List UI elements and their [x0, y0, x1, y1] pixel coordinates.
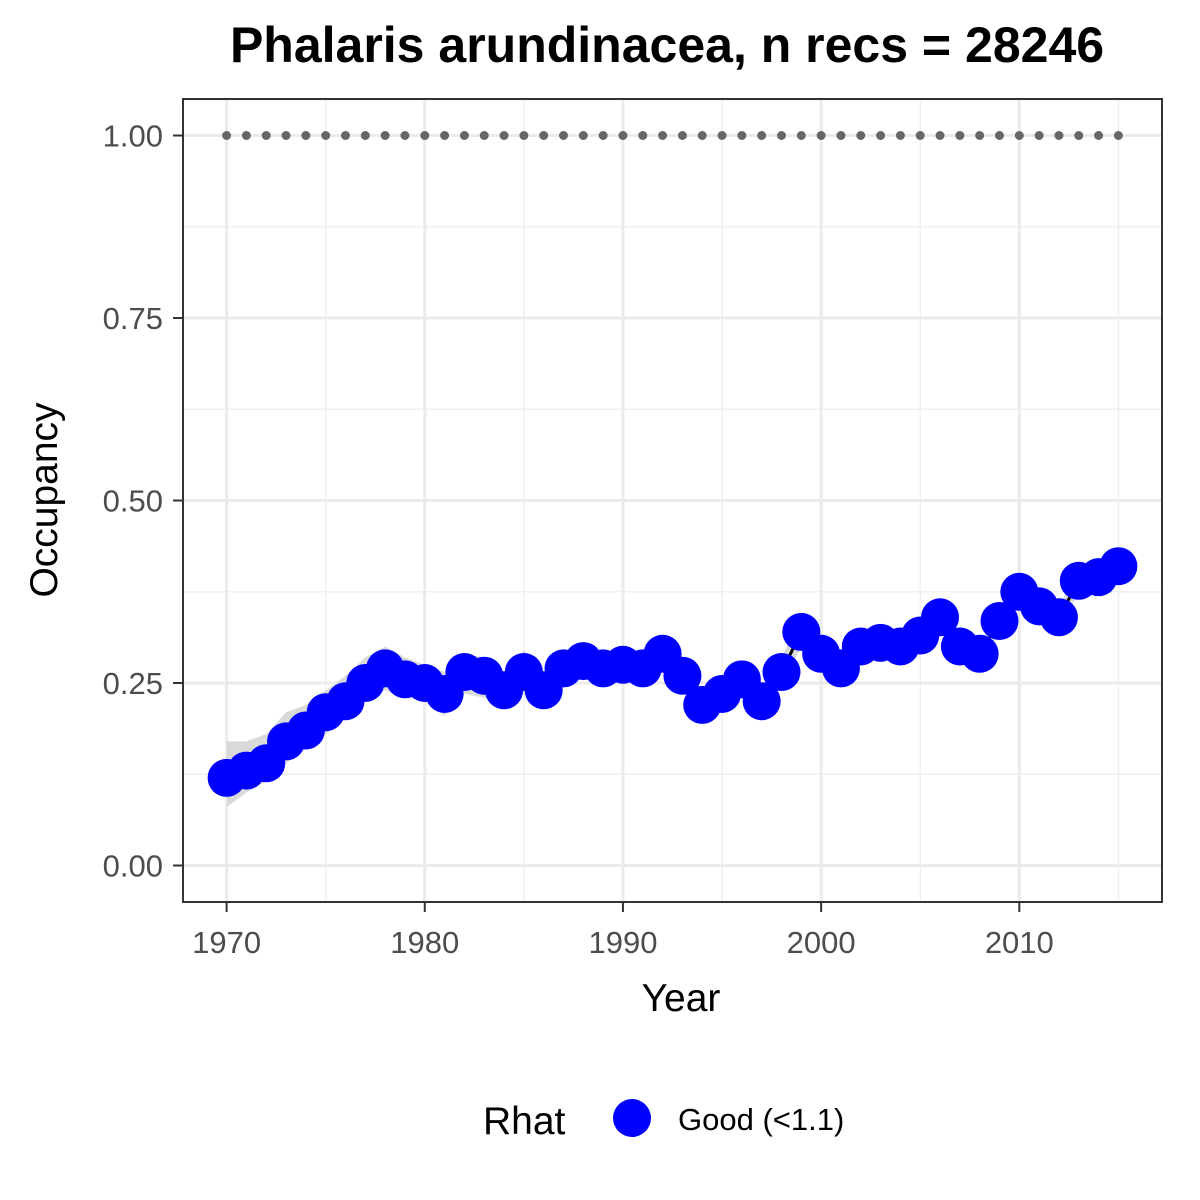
reference-line-dot [856, 131, 866, 140]
reference-line-dot [539, 131, 549, 140]
reference-line-dot [321, 131, 331, 140]
reference-line-dot [717, 131, 727, 140]
reference-line-dot [677, 131, 687, 140]
reference-line-dot [400, 131, 410, 140]
y-tick-label: 0.25 [103, 666, 163, 701]
reference-line-dot [578, 131, 588, 140]
reference-line-dot [915, 131, 925, 140]
reference-line-dot [222, 131, 232, 140]
reference-line-dot [1054, 131, 1064, 140]
legend-key-good [613, 1099, 651, 1137]
data-point [921, 598, 960, 637]
legend: Rhat Good (<1.1) [483, 1099, 844, 1143]
y-tick-label: 0.75 [103, 301, 163, 336]
data-point [960, 634, 999, 673]
data-point [762, 653, 801, 692]
reference-line-dot [757, 131, 767, 140]
reference-line-dot [994, 131, 1004, 140]
data-point [980, 601, 1019, 640]
reference-line-dot [816, 131, 826, 140]
reference-line-dot [737, 131, 747, 140]
y-tick-label: 1.00 [103, 119, 163, 154]
reference-line-dot [360, 131, 370, 140]
reference-line-dot [459, 131, 469, 140]
y-tick-label: 0.00 [103, 849, 163, 884]
reference-line-dot [519, 131, 529, 140]
reference-line-dot [479, 131, 489, 140]
reference-line-dot [638, 131, 648, 140]
reference-line-dot [499, 131, 509, 140]
x-tick-label: 2000 [787, 925, 856, 960]
reference-line-dot [796, 131, 806, 140]
reference-line-dot [1094, 131, 1104, 140]
legend-title: Rhat [483, 1100, 566, 1143]
reference-line-dot [559, 131, 569, 140]
reference-line-dot [658, 131, 668, 140]
y-axis-title: Occupancy [23, 402, 66, 598]
x-tick-label: 1990 [588, 925, 657, 960]
reference-line-dot [1074, 131, 1084, 140]
reference-line-dot [301, 131, 311, 140]
reference-line-dot [598, 131, 608, 140]
x-axis-title: Year [642, 977, 721, 1020]
reference-line-dot [876, 131, 886, 140]
x-tick-label: 1970 [192, 925, 261, 960]
y-axis: 0.00 0.25 0.50 0.75 1.00 [103, 119, 183, 884]
x-tick-label: 1980 [390, 925, 459, 960]
reference-line-dot [955, 131, 965, 140]
reference-line-dot [776, 131, 786, 140]
chart-title: Phalaris arundinacea, n recs = 28246 [230, 17, 1104, 73]
reference-line-dot [241, 131, 251, 140]
reference-line-dot [440, 131, 450, 140]
reference-line-dot [895, 131, 905, 140]
x-tick-label: 2010 [985, 925, 1054, 960]
reference-line-dot [935, 131, 945, 140]
reference-line-dot [975, 131, 985, 140]
reference-line-dot [697, 131, 707, 140]
reference-line-layer [222, 131, 1123, 140]
legend-label-good: Good (<1.1) [678, 1102, 844, 1137]
reference-line-dot [1113, 131, 1123, 140]
data-point [1099, 547, 1138, 586]
data-point [663, 656, 702, 695]
reference-line-dot [420, 131, 430, 140]
reference-line-dot [281, 131, 291, 140]
data-point [1039, 598, 1078, 637]
reference-line-dot [836, 131, 846, 140]
reference-line-dot [341, 131, 351, 140]
reference-line-dot [618, 131, 628, 140]
reference-line-dot [1034, 131, 1044, 140]
reference-line-dot [261, 131, 271, 140]
y-tick-label: 0.50 [103, 484, 163, 519]
data-points-layer [207, 547, 1138, 797]
reference-line-dot [380, 131, 390, 140]
data-point [742, 682, 781, 721]
reference-line-dot [1014, 131, 1024, 140]
x-axis: 1970 1980 1990 2000 2010 [192, 902, 1054, 960]
